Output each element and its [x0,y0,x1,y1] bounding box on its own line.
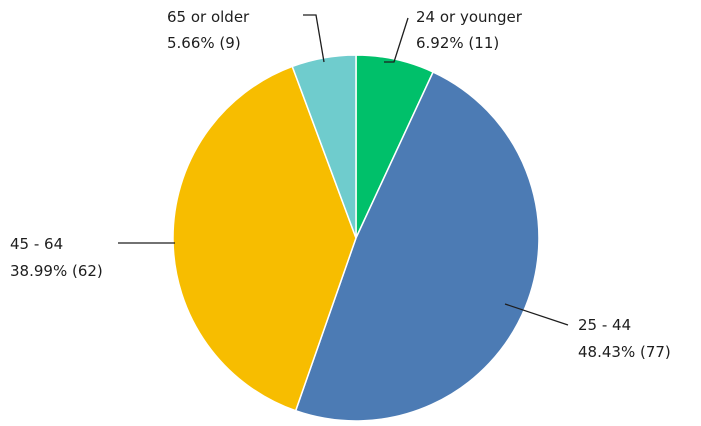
pie-slice-45-64 [172,65,357,412]
slice-value-label-65-or-older: 5.66% (9) [167,34,241,52]
leader-line-24-or-younger [384,17,409,63]
slice-value-label-25-44: 48.43% (77) [578,343,671,361]
leader-line-65-or-older [303,14,325,63]
slice-category-label-25-44: 25 - 44 [578,316,631,334]
slice-value-label-24-or-younger: 6.92% (11) [416,34,499,52]
slice-category-label-24-or-younger: 24 or younger [416,8,523,26]
leader-line-25-44 [504,303,569,326]
slice-category-label-45-64: 45 - 64 [10,235,63,253]
pie-slice-25-44 [294,71,540,422]
slice-value-label-45-64: 38.99% (62) [10,262,103,280]
slice-category-label-65-or-older: 65 or older [167,8,250,26]
